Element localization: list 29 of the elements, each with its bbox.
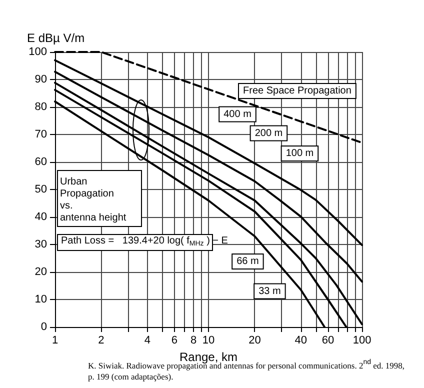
y-tick-label: 90 — [34, 74, 47, 86]
text: 66 m — [236, 256, 259, 267]
x-tick-label: 8 — [190, 334, 197, 346]
y-tick-label: 50 — [34, 184, 47, 196]
x-tick-label: 1 — [52, 334, 58, 346]
y-tick-label: 20 — [34, 266, 47, 278]
x-tick-label: 20 — [248, 334, 261, 346]
y-tick-label: 80 — [34, 101, 47, 113]
y-tick-label: 30 — [34, 238, 47, 250]
x-tick-label: 60 — [322, 334, 334, 346]
annotation: Urban Propagation vs. antenna height — [60, 176, 126, 224]
y-tick-label: 100 — [28, 46, 47, 58]
y-tick-label: 0 — [40, 321, 47, 333]
series-label: Free Space Propagation — [243, 86, 352, 96]
x-tick-label: 6 — [171, 334, 178, 346]
y-axis-title: E dBµ V/m — [27, 31, 85, 45]
text: 100 m — [286, 148, 314, 159]
y-tick-label: 70 — [34, 128, 47, 140]
x-tick-label: 100 — [352, 334, 372, 346]
y-tick-label: 40 — [34, 211, 47, 223]
text: 200 m — [254, 128, 283, 139]
x-tick-label: 40 — [294, 334, 308, 346]
x-tick-label: 10 — [202, 334, 215, 346]
x-tick-label: 2 — [98, 334, 104, 346]
text: 400 m — [224, 108, 252, 120]
series-label: 33 m — [258, 286, 281, 297]
y-tick-label: 60 — [34, 156, 47, 168]
y-tick-label: 10 — [34, 294, 47, 306]
x-tick-label: 4 — [144, 334, 150, 346]
